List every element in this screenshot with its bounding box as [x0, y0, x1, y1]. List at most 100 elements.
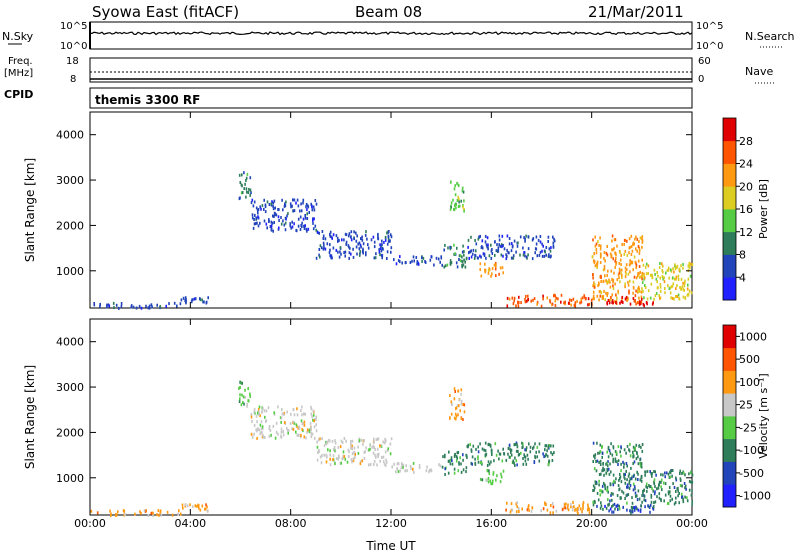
echo-cell [600, 274, 602, 278]
echo-cell [257, 208, 260, 211]
echo-cell [458, 254, 461, 258]
echo-cell [608, 472, 611, 476]
echo-cell [540, 304, 543, 308]
echo-cell [612, 280, 614, 284]
echo-cell [681, 484, 683, 488]
echo-cell [318, 450, 320, 453]
echo-cell [242, 401, 244, 404]
echo-cell [644, 284, 646, 287]
echo-cell [488, 442, 490, 446]
colorbar-swatch [723, 393, 736, 417]
echo-cell [316, 230, 319, 234]
echo-cell [441, 465, 444, 469]
echo-cell [383, 462, 386, 466]
echo-cell [344, 232, 347, 236]
echo-cell [243, 402, 245, 406]
echo-cell [310, 405, 312, 409]
echo-cell [281, 408, 283, 411]
echo-cell [625, 462, 628, 465]
echo-cell [672, 482, 674, 486]
echo-cell [548, 461, 550, 465]
echo-cell [555, 509, 558, 513]
echo-cell [444, 467, 446, 471]
echo-cell [259, 423, 262, 427]
echo-cell [546, 508, 549, 512]
echo-cell [360, 237, 362, 241]
echo-cell [254, 213, 256, 217]
colorbar-swatch [723, 140, 736, 164]
echo-cell [609, 507, 612, 511]
echo-cell [626, 501, 628, 505]
echo-cell [651, 273, 653, 277]
nsearch-scale-bottom: 10^0 [696, 41, 723, 52]
echo-cell [547, 463, 550, 466]
echo-cell [665, 271, 667, 275]
echo-cell [631, 261, 634, 265]
echo-cell [688, 472, 690, 476]
echo-cell [630, 253, 633, 256]
echo-cell [687, 264, 690, 268]
echo-cell [609, 280, 611, 284]
echo-cell [592, 276, 594, 280]
echo-cell [579, 301, 581, 305]
echo-cell [684, 473, 686, 477]
echo-cell [675, 287, 677, 291]
echo-cell [353, 446, 356, 450]
echo-cell [339, 461, 342, 465]
echo-cell [653, 470, 655, 473]
echo-cell [373, 256, 376, 260]
echo-cell [662, 270, 664, 274]
echo-cell [296, 198, 299, 202]
echo-cell [677, 494, 679, 498]
echo-cell [344, 457, 347, 461]
echo-cell [379, 253, 381, 257]
echo-cell [620, 300, 623, 304]
echo-cell [620, 462, 622, 466]
echo-cell [630, 260, 632, 264]
echo-cell [505, 458, 508, 462]
echo-cell [455, 407, 457, 411]
echo-cell [634, 260, 637, 264]
echo-region [466, 441, 555, 467]
echo-cell [269, 429, 272, 432]
echo-cell [634, 299, 636, 302]
echo-cell [256, 436, 258, 440]
echo-cell [546, 296, 549, 300]
echo-cell [538, 442, 541, 446]
echo-cell [626, 464, 628, 468]
echo-cell [628, 472, 631, 476]
echo-cell [580, 507, 582, 511]
echo-cell [460, 388, 463, 392]
echo-cell [614, 480, 616, 484]
echo-cell [450, 201, 453, 205]
echo-cell [672, 276, 674, 280]
echo-cell [599, 506, 602, 510]
echo-cell [681, 285, 684, 289]
echo-cell [365, 446, 367, 450]
echo-cell [516, 463, 518, 467]
echo-cell [649, 510, 651, 514]
echo-cell [572, 500, 574, 504]
echo-cell [457, 184, 460, 188]
echo-cell [545, 253, 547, 257]
echo-cell [393, 462, 395, 466]
echo-cell [632, 268, 634, 272]
echo-cell [314, 199, 317, 202]
echo-cell [481, 245, 483, 249]
echo-cell [642, 263, 645, 267]
echo-cell [614, 238, 617, 242]
echo-cell [564, 300, 566, 304]
echo-cell [373, 245, 376, 249]
echo-cell [515, 250, 517, 254]
echo-cell [646, 302, 648, 306]
echo-cell [648, 484, 650, 488]
echo-cell [299, 209, 301, 213]
echo-cell [506, 501, 508, 505]
echo-cell [491, 252, 494, 255]
echo-cell [523, 236, 525, 240]
echo-cell [315, 256, 318, 260]
echo-cell [532, 445, 535, 449]
echo-cell [207, 296, 209, 300]
echo-cell [245, 176, 248, 180]
echo-cell [594, 482, 597, 486]
